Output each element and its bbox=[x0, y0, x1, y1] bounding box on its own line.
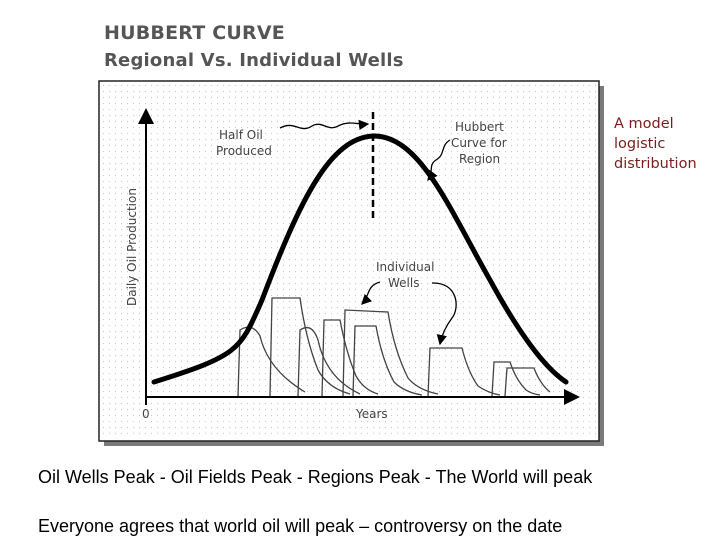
hubbert-curve bbox=[151, 133, 569, 385]
diagram-subtitle: Regional Vs. Individual Wells bbox=[104, 50, 404, 71]
annotation-line: A model bbox=[614, 116, 674, 132]
hubbert-curve-label: Hubbert Curve for Region bbox=[451, 120, 511, 166]
model-annotation: A model logistic distribution bbox=[614, 114, 697, 174]
diagram-title: HUBBERT CURVE bbox=[104, 22, 285, 44]
origin-label: 0 bbox=[142, 407, 150, 421]
caption-peaks: Oil Wells Peak - Oil Fields Peak - Regio… bbox=[38, 467, 593, 487]
y-axis-label: Daily Oil Production bbox=[125, 188, 139, 306]
half-oil-arrow bbox=[279, 119, 370, 131]
half-oil-label: Half Oil Produced bbox=[216, 128, 272, 158]
wells-arrow-left bbox=[361, 281, 381, 305]
individual-well-curves bbox=[237, 297, 551, 397]
x-axis-label: Years bbox=[355, 407, 388, 421]
hubbert-label-arrow bbox=[427, 139, 451, 182]
wells-arrow-right bbox=[431, 282, 457, 346]
annotation-line: distribution bbox=[614, 156, 697, 172]
individual-wells-label: Individual Wells bbox=[376, 260, 438, 290]
annotation-line: logistic bbox=[614, 136, 666, 152]
caption-controversy: Everyone agrees that world oil will peak… bbox=[38, 516, 563, 536]
